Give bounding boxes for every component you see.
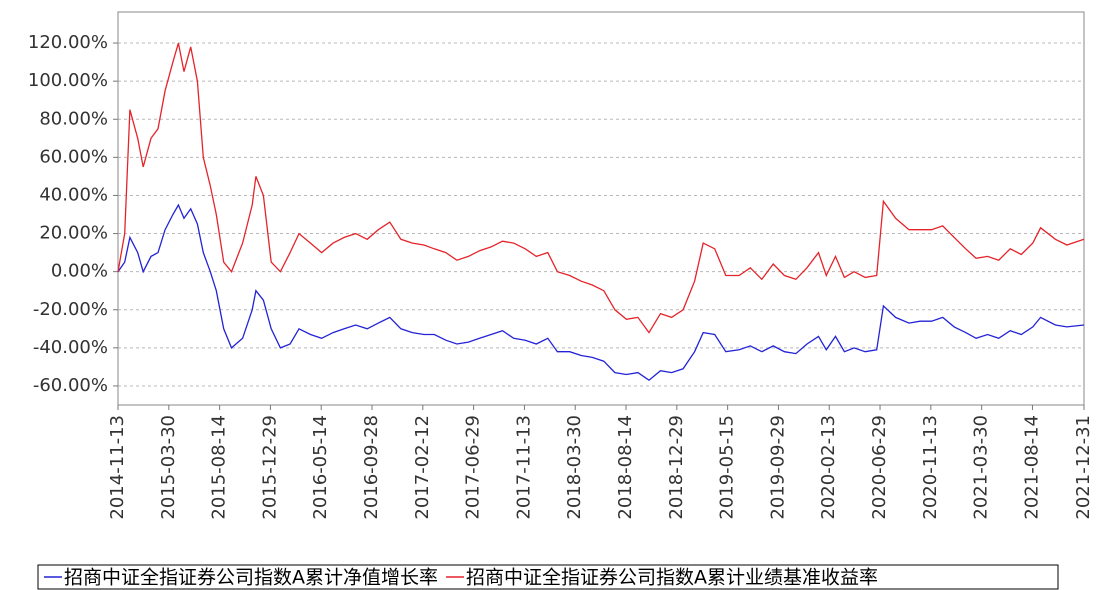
y-tick-label: 60.00% [39, 146, 108, 167]
y-tick-label: 100.00% [28, 70, 108, 91]
x-tick-label: 2021-12-31 [1073, 415, 1094, 520]
x-tick-label: 2020-02-13 [818, 415, 839, 520]
y-tick-label: 0.00% [51, 261, 108, 282]
x-tick-label: 2019-09-29 [767, 415, 788, 520]
x-tick-label: 2020-06-29 [869, 415, 890, 520]
y-tick-label: 80.00% [39, 108, 108, 129]
x-tick-label: 2016-09-28 [361, 415, 382, 520]
x-tick-label: 2015-03-30 [158, 415, 179, 520]
y-tick-label: 40.00% [39, 184, 108, 205]
x-tick-label: 2015-12-29 [259, 415, 280, 520]
y-tick-label: -60.00% [33, 375, 108, 396]
y-tick-label: 20.00% [39, 223, 108, 244]
legend-label: 招商中证全指证券公司指数A累计净值增长率 [64, 567, 438, 589]
x-tick-label: 2017-11-13 [513, 415, 534, 520]
x-tick-label: 2021-08-14 [1021, 415, 1042, 520]
legend-box [37, 564, 1059, 590]
series-line [117, 42, 1085, 334]
legend-label: 招商中证全指证券公司指数A累计业绩基准收益率 [466, 567, 878, 589]
x-tick-label: 2016-05-14 [310, 415, 331, 520]
x-tick-label: 2021-03-30 [971, 415, 992, 520]
x-tick-label: 2020-11-13 [920, 415, 941, 520]
series-line [117, 203, 1085, 382]
y-tick-label: -20.00% [33, 299, 108, 320]
x-tick-label: 2018-08-14 [615, 415, 636, 520]
y-tick-label: 120.00% [28, 32, 108, 53]
y-tick-label: -40.00% [33, 337, 108, 358]
x-tick-label: 2018-03-30 [564, 415, 585, 520]
x-tick-label: 2018-12-29 [666, 415, 687, 520]
x-tick-label: 2019-05-15 [717, 415, 738, 520]
x-tick-label: 2015-08-14 [209, 415, 230, 520]
x-tick-label: 2017-06-29 [463, 415, 484, 520]
x-tick-label: 2014-11-13 [107, 415, 128, 520]
x-tick-label: 2017-02-12 [412, 415, 433, 520]
plot-frame [117, 11, 1085, 406]
